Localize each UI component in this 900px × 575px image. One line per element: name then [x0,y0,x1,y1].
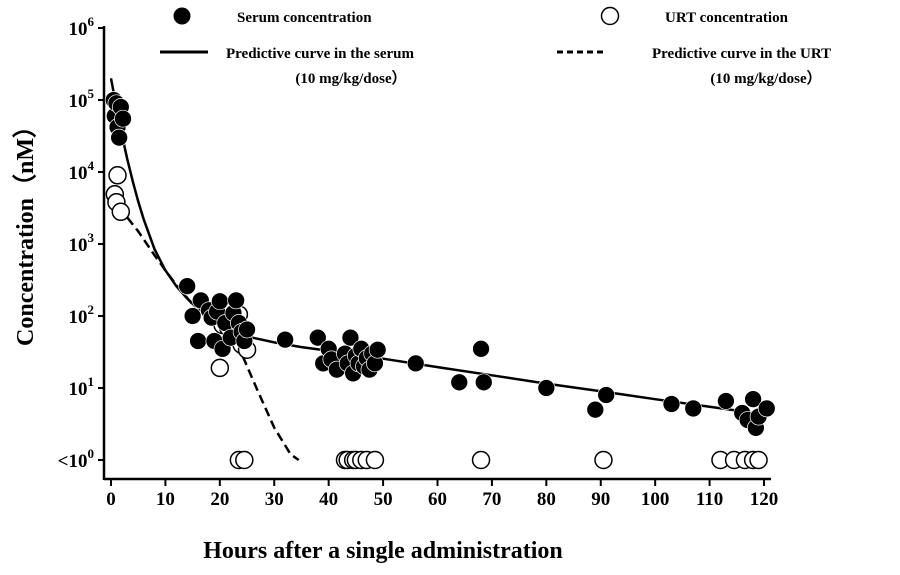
serum-point [368,340,387,359]
urt-below-lod-point [235,450,254,470]
serum-point [276,330,294,349]
x-tick-label: 30 [265,489,284,510]
urt-below-lod-point [749,450,768,470]
x-tick-label: 0 [106,489,116,510]
urt-below-lod-point [594,450,613,470]
urt-below-lod-point [471,450,491,470]
serum-point [308,328,327,347]
y-tick-label: 105 [69,86,95,112]
serum-point [227,291,246,310]
serum-point [178,277,197,295]
serum-point [757,399,776,418]
legend-label: Predictive curve in the serum [226,46,415,62]
urt-point [111,202,131,222]
serum-point [717,392,735,410]
x-tick-label: 10 [156,489,175,510]
urt-point [210,358,230,378]
y-tick-label: 101 [69,374,95,400]
serum-point [450,373,469,392]
y-axis-title: Concentration（nM） [12,114,39,346]
points-layer [104,91,776,470]
serum-point [341,328,360,347]
legend-label: Serum concentration [237,10,372,26]
serum-point [238,320,256,339]
serum-point [684,399,703,418]
y-tick-label: <100 [58,446,94,472]
urt-point [108,166,127,185]
x-tick-label: 100 [641,489,670,510]
serum-point [183,307,202,325]
legend-urt-marker [600,6,620,26]
urt-below-lod-point [365,450,385,470]
legend-label: Predictive curve in the URT [652,46,831,62]
legend-label: URT concentration [665,10,789,26]
legend-sublabel: (10 mg/kg/dose） [295,69,406,87]
x-tick-label: 90 [591,489,610,510]
serum-point [744,390,762,409]
x-tick-label: 60 [428,489,447,510]
x-tick-label: 40 [319,489,338,510]
y-tick-label: 106 [69,14,95,40]
serum-point [110,128,129,147]
serum-predictive-curve [109,78,765,416]
y-tick-label: 102 [69,302,95,328]
y-tick-exponent: 6 [88,14,95,29]
x-tick-label: 110 [696,489,723,510]
y-tick-exponent: 0 [88,446,95,461]
y-tick-exponent: 2 [88,302,95,317]
legend: Serum concentration URT concentration Pred… [160,6,831,87]
serum-point [114,109,132,128]
y-tick-exponent: 3 [88,230,95,245]
y-tick-exponent: 5 [88,86,95,101]
serum-point [474,373,493,392]
serum-point [210,292,229,311]
y-tick-exponent: 1 [88,374,95,389]
serum-point [597,386,616,404]
axes-layer: 0 10 20 30 40 50 60 70 80 90 100 110 120<10010110210… [58,14,779,510]
serum-point [472,339,490,358]
x-tick-label: 120 [750,489,779,510]
serum-point [537,379,556,397]
x-tick-label: 50 [374,489,393,510]
serum-point [189,332,207,350]
serum-point [586,400,605,419]
y-tick-label: 103 [69,230,95,256]
serum-point [406,354,425,373]
legend-serum-marker [173,7,191,25]
urt-predictive-curve [109,194,300,462]
x-axis-title: Hours after a single administration [203,538,563,564]
y-tick-exponent: 4 [88,158,95,173]
x-tick-label: 70 [482,489,501,510]
y-tick-label: 104 [69,158,95,184]
x-tick-label: 20 [210,489,229,510]
x-tick-label: 80 [537,489,556,510]
legend-sublabel: (10 mg/kg/dose） [710,69,821,87]
serum-point [662,395,681,413]
